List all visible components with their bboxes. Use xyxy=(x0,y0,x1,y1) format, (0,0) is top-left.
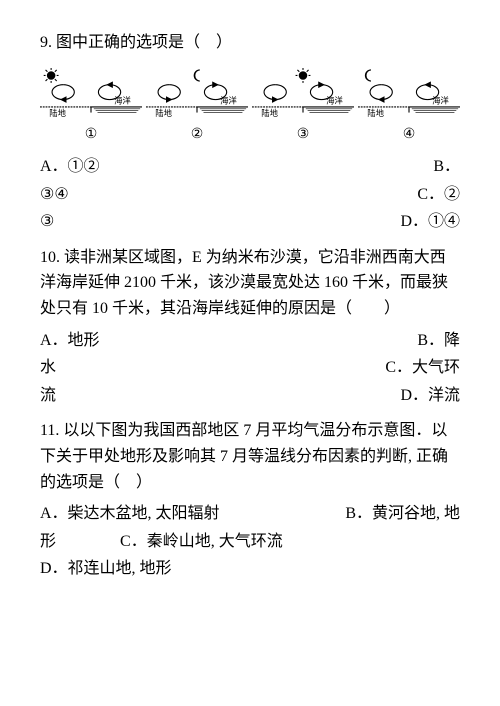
q10-text: 10. 读非洲某区域图，E 为纳米布沙漠，它沿非洲西南大西洋海岸延伸 2100 … xyxy=(40,245,460,322)
q11-options: A．柴达木盆地, 太阳辐射 B．黄河谷地, 地 形 C．秦岭山地, 大气环流 D… xyxy=(40,501,460,582)
svg-text:海洋: 海洋 xyxy=(432,95,449,105)
q11-opt-c: C．秦岭山地, 大气环流 xyxy=(120,533,283,550)
q9-opt-b2: ③④ xyxy=(40,182,69,208)
svg-text:陆地: 陆地 xyxy=(367,108,384,118)
q9-diagrams: 陆地 海洋 ① 陆地 海洋 xyxy=(40,64,460,146)
q9-opt-c2: ③ xyxy=(40,209,54,235)
diagram-2-label: ② xyxy=(191,124,204,146)
q11-opt-b2: 形 xyxy=(40,533,56,550)
diagram-4-svg: 陆地 海洋 xyxy=(358,64,460,124)
q10-opt-b2: 水 xyxy=(40,355,56,381)
diagram-3: 陆地 海洋 ③ xyxy=(252,64,354,146)
diagram-4-label: ④ xyxy=(403,124,416,146)
q11-text: 11. 以以下图为我国西部地区 7 月平均气温分布示意图．以下关于甲处地形及影响… xyxy=(40,418,460,495)
question-11: 11. 以以下图为我国西部地区 7 月平均气温分布示意图．以下关于甲处地形及影响… xyxy=(40,418,460,582)
diagram-3-label: ③ xyxy=(297,124,310,146)
q9-opt-a: A．①② xyxy=(40,154,100,180)
land-label: 陆地 xyxy=(49,108,66,118)
q10-opt-c: C．大气环 xyxy=(385,355,460,381)
diagram-3-svg: 陆地 海洋 xyxy=(252,64,354,124)
q10-options: A．地形 B．降 水 C．大气环 流 D．洋流 xyxy=(40,328,460,409)
q10-opt-a: A．地形 xyxy=(40,328,100,354)
q9-options: A．①② B． ③④ C．② ③ D．①④ xyxy=(40,154,460,235)
svg-text:海洋: 海洋 xyxy=(326,95,343,105)
sea-label: 海洋 xyxy=(114,95,131,105)
q11-opt-b: B．黄河谷地, 地 xyxy=(345,501,460,527)
diagram-1: 陆地 海洋 ① xyxy=(40,64,142,146)
diagram-2-svg: 陆地 海洋 xyxy=(146,64,248,124)
svg-text:海洋: 海洋 xyxy=(220,95,237,105)
q10-opt-d: D．洋流 xyxy=(400,383,460,409)
q9-opt-c: C．② xyxy=(417,182,460,208)
q9-opt-b: B． xyxy=(433,154,460,180)
svg-text:陆地: 陆地 xyxy=(155,108,172,118)
diagram-4: 陆地 海洋 ④ xyxy=(358,64,460,146)
diagram-1-label: ① xyxy=(85,124,98,146)
question-9: 9. 图中正确的选项是（ ） xyxy=(40,30,460,235)
q11-opt-a: A．柴达木盆地, 太阳辐射 xyxy=(40,501,220,527)
q10-opt-c2: 流 xyxy=(40,383,56,409)
q11-opt-d: D．祁连山地, 地形 xyxy=(40,560,172,577)
question-10: 10. 读非洲某区域图，E 为纳米布沙漠，它沿非洲西南大西洋海岸延伸 2100 … xyxy=(40,245,460,409)
q9-text: 9. 图中正确的选项是（ ） xyxy=(40,30,460,56)
q9-opt-d: D．①④ xyxy=(400,209,460,235)
diagram-2: 陆地 海洋 ② xyxy=(146,64,248,146)
svg-text:陆地: 陆地 xyxy=(261,108,278,118)
q10-opt-b: B．降 xyxy=(417,328,460,354)
diagram-1-svg: 陆地 海洋 xyxy=(40,64,142,124)
